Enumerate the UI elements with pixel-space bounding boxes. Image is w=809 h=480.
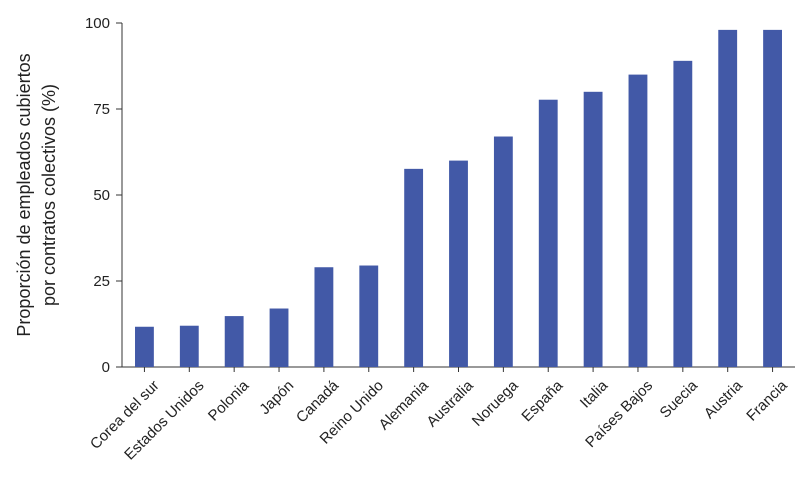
x-category-label: Italia bbox=[577, 377, 612, 412]
x-category-label: Australia bbox=[423, 377, 477, 431]
bar bbox=[224, 316, 244, 367]
bar bbox=[449, 160, 468, 367]
bar bbox=[179, 325, 199, 367]
bar bbox=[269, 308, 289, 367]
y-axis-title-line-2: por contratos colectivos (%) bbox=[39, 84, 59, 306]
bars bbox=[135, 29, 782, 368]
bar bbox=[314, 267, 334, 367]
bar bbox=[718, 29, 738, 367]
y-axis-title: Proporción de empleados cubiertos por co… bbox=[14, 53, 59, 336]
y-axis-title-line-1: Proporción de empleados cubiertos bbox=[14, 53, 34, 336]
x-category-label: Estados Unidos bbox=[121, 377, 207, 463]
y-tick-label: 50 bbox=[93, 187, 110, 204]
x-category-label: Austria bbox=[701, 377, 746, 422]
y-tick-label: 0 bbox=[102, 359, 110, 376]
x-category-label: Alemania bbox=[376, 377, 433, 434]
bar bbox=[763, 29, 782, 367]
bar bbox=[538, 99, 558, 367]
y-tick-label: 75 bbox=[93, 101, 110, 118]
x-category-label: Francia bbox=[743, 377, 791, 425]
y-tick-label: 25 bbox=[93, 273, 110, 290]
x-category-label: España bbox=[518, 377, 566, 425]
x-category-label: Japón bbox=[256, 377, 297, 418]
bar bbox=[493, 136, 513, 367]
bar bbox=[135, 326, 154, 367]
x-category-label: Polonia bbox=[205, 377, 253, 425]
y-tick-label: 100 bbox=[85, 15, 110, 32]
bar bbox=[628, 74, 648, 367]
y-axis-ticks: 0 25 50 75 100 bbox=[85, 15, 122, 376]
bar bbox=[583, 91, 603, 368]
x-category-label: Noruega bbox=[469, 377, 522, 430]
bar bbox=[673, 60, 693, 368]
bar bbox=[359, 265, 379, 367]
x-category-label: Suecia bbox=[657, 377, 702, 422]
bar bbox=[404, 168, 424, 367]
